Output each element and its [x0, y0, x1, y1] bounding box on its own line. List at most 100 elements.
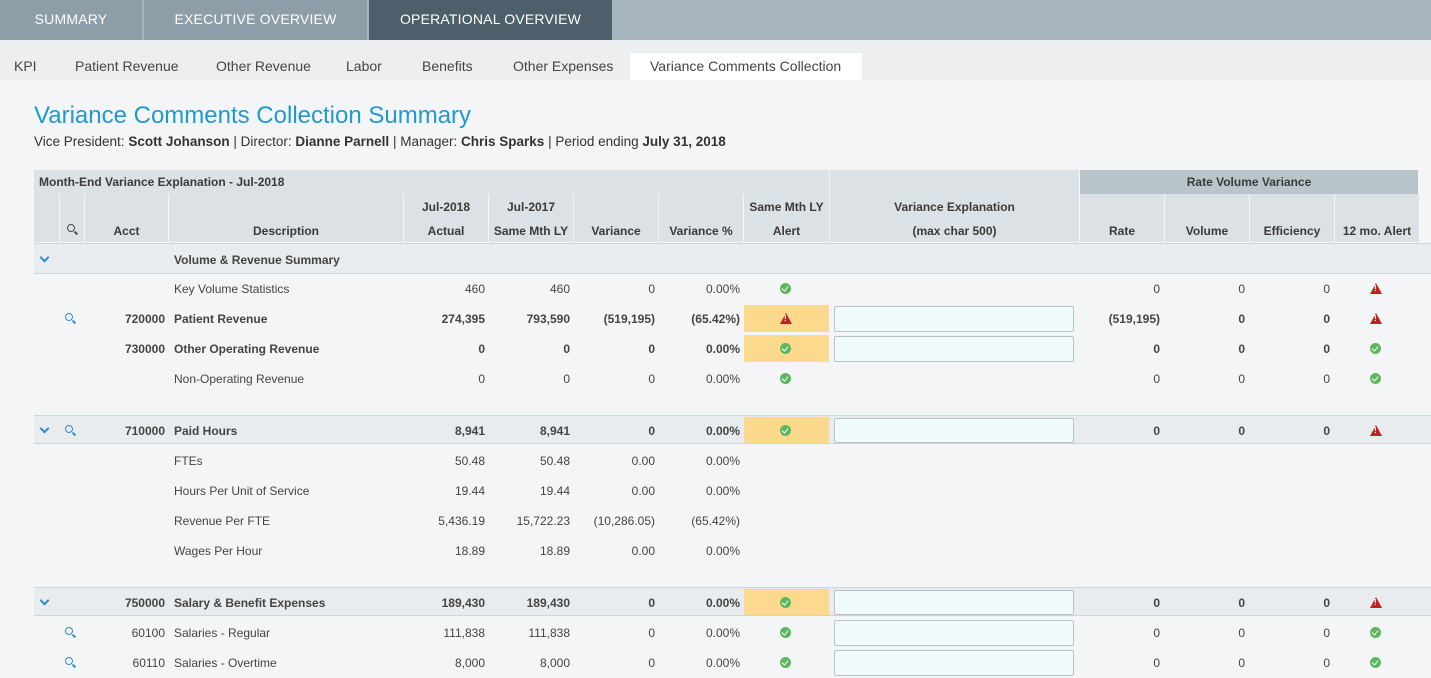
- warning-triangle-icon: [780, 313, 792, 324]
- variance-cell: 0: [648, 656, 655, 670]
- subtab-patient-revenue[interactable]: Patient Revenue: [75, 58, 179, 74]
- search-icon[interactable]: [65, 627, 76, 638]
- check-circle-icon: [780, 343, 791, 354]
- rate-cell: 0: [1153, 656, 1160, 670]
- variance-pct-cell: 0.00%: [705, 372, 740, 386]
- actual-cell: 460: [464, 282, 485, 296]
- group-header: Month-End Variance Explanation - Jul-201…: [34, 170, 829, 194]
- variance-explanation-input[interactable]: [834, 336, 1074, 362]
- actual-cell: 18.89: [454, 544, 485, 558]
- efficiency-cell: 0: [1323, 282, 1330, 296]
- table-row: Key Volume Statistics 460 460 0 0.00% 0 0 0: [34, 274, 1431, 304]
- variance-explanation-input[interactable]: [834, 650, 1074, 676]
- variance-explanation-input[interactable]: [834, 306, 1074, 332]
- efficiency-cell: 0: [1323, 423, 1330, 438]
- director-name: Dianne Parnell: [295, 134, 390, 149]
- description-cell: Salaries - Overtime: [174, 656, 277, 670]
- search-icon[interactable]: [65, 313, 76, 324]
- variance-explanation-input[interactable]: [834, 418, 1074, 443]
- acct-cell: 60110: [132, 656, 165, 670]
- rate-cell: 0: [1153, 372, 1160, 386]
- table-row: Wages Per Hour 18.89 18.89 0.00 0.00%: [34, 536, 1431, 566]
- tab-executive-overview[interactable]: EXECUTIVE OVERVIEW: [144, 0, 367, 40]
- tab-summary[interactable]: SUMMARY: [0, 0, 142, 40]
- subtab-benefits[interactable]: Benefits: [422, 58, 473, 74]
- search-icon[interactable]: [65, 657, 76, 668]
- variance-pct-cell: 0.00%: [705, 544, 740, 558]
- description-cell: Key Volume Statistics: [174, 282, 290, 296]
- variance-cell: 0.00: [631, 544, 655, 558]
- variance-explanation-input[interactable]: [834, 620, 1074, 646]
- variance-pct-cell: 0.00%: [705, 282, 740, 296]
- rate-cell: 0: [1153, 595, 1160, 610]
- manager-name: Chris Sparks: [461, 134, 545, 149]
- acct-cell: 60100: [131, 626, 165, 640]
- variance-pct-cell: 0.00%: [705, 454, 740, 468]
- variance-cell: 0: [648, 372, 655, 386]
- chevron-down-icon[interactable]: [39, 423, 50, 433]
- table-row: 720000 Patient Revenue 274,395 793,590 (519,…: [34, 304, 1431, 334]
- volume-cell: 0: [1238, 423, 1245, 438]
- subtab-kpi[interactable]: KPI: [14, 58, 37, 74]
- variance-pct-cell: 0.00%: [705, 423, 740, 438]
- description-cell: Paid Hours: [174, 423, 238, 438]
- check-circle-icon: [780, 283, 791, 294]
- check-circle-icon: [1370, 657, 1381, 668]
- sub-tab-bar: KPI Patient Revenue Other Revenue Labor …: [0, 40, 1431, 80]
- ly-cell: 15,722.23: [516, 514, 570, 528]
- actual-cell: 0: [478, 372, 485, 386]
- volume-cell: 0: [1238, 312, 1245, 326]
- search-icon[interactable]: [65, 424, 76, 436]
- alert-header: Same Mth LY Alert: [744, 194, 829, 242]
- actual-cell: 50.48: [454, 454, 485, 468]
- period-value: July 31, 2018: [642, 134, 726, 149]
- section-row: 710000 Paid Hours 8,941 8,941 0 0.00% 0 0 0: [34, 415, 1431, 444]
- variance-explanation-input[interactable]: [834, 590, 1074, 615]
- period-label: Period ending: [555, 134, 639, 149]
- subtab-labor[interactable]: Labor: [346, 58, 382, 74]
- variance-cell: 0: [648, 626, 655, 640]
- actual-cell: 274,395: [441, 312, 485, 326]
- subtab-other-expenses[interactable]: Other Expenses: [513, 58, 614, 74]
- ly-header: Jul-2017 Same Mth LY: [489, 194, 573, 242]
- efficiency-cell: 0: [1323, 372, 1330, 386]
- main-content: Variance Comments Collection Summary Vic…: [0, 80, 1431, 678]
- vp-label: Vice President:: [34, 134, 125, 149]
- description-cell: Salary & Benefit Expenses: [174, 595, 326, 610]
- ly-cell: 0: [563, 342, 570, 356]
- acct-header: Acct: [85, 194, 168, 242]
- ly-cell: 18.89: [539, 544, 570, 558]
- efficiency-cell: 0: [1323, 656, 1330, 670]
- description-cell: Revenue Per FTE: [174, 514, 271, 528]
- tab-operational-overview[interactable]: OPERATIONAL OVERVIEW: [369, 0, 612, 40]
- manager-label: Manager:: [400, 134, 458, 149]
- variance-cell: 0: [648, 282, 655, 296]
- efficiency-cell: 0: [1323, 595, 1330, 610]
- chevron-down-icon[interactable]: [39, 252, 50, 262]
- actual-cell: 5,436.19: [438, 514, 485, 528]
- alert12-header: 12 mo. Alert: [1335, 194, 1419, 242]
- rate-cell: 0: [1153, 282, 1160, 296]
- chevron-down-icon[interactable]: [39, 595, 50, 605]
- rate-cell: 0: [1153, 342, 1160, 356]
- check-circle-icon: [780, 596, 791, 608]
- description-cell: Wages Per Hour: [174, 544, 263, 558]
- subtab-variance-comments-collection[interactable]: Variance Comments Collection: [630, 53, 862, 80]
- efficiency-cell: 0: [1323, 342, 1330, 356]
- description-cell: Hours Per Unit of Service: [174, 484, 310, 498]
- acct-cell: 730000: [124, 342, 165, 356]
- description-header: Description: [169, 194, 403, 242]
- actual-cell: 189,430: [441, 595, 485, 610]
- description-cell: FTEs: [174, 454, 203, 468]
- description-cell: Other Operating Revenue: [174, 342, 320, 356]
- table-row: Hours Per Unit of Service 19.44 19.44 0.00 0…: [34, 476, 1431, 506]
- search-icon: [67, 224, 78, 235]
- ly-cell: 0: [563, 372, 570, 386]
- table-row: 60100 Salaries - Regular 111,838 111,838 0 0.…: [34, 618, 1431, 648]
- volume-cell: 0: [1238, 626, 1245, 640]
- ly-cell: 50.48: [539, 454, 570, 468]
- subtab-other-revenue[interactable]: Other Revenue: [216, 58, 311, 74]
- ly-cell: 111,838: [528, 626, 570, 640]
- variance-pct-cell: 0.00%: [705, 595, 740, 610]
- variance-pct-cell: (65.42%): [691, 312, 740, 326]
